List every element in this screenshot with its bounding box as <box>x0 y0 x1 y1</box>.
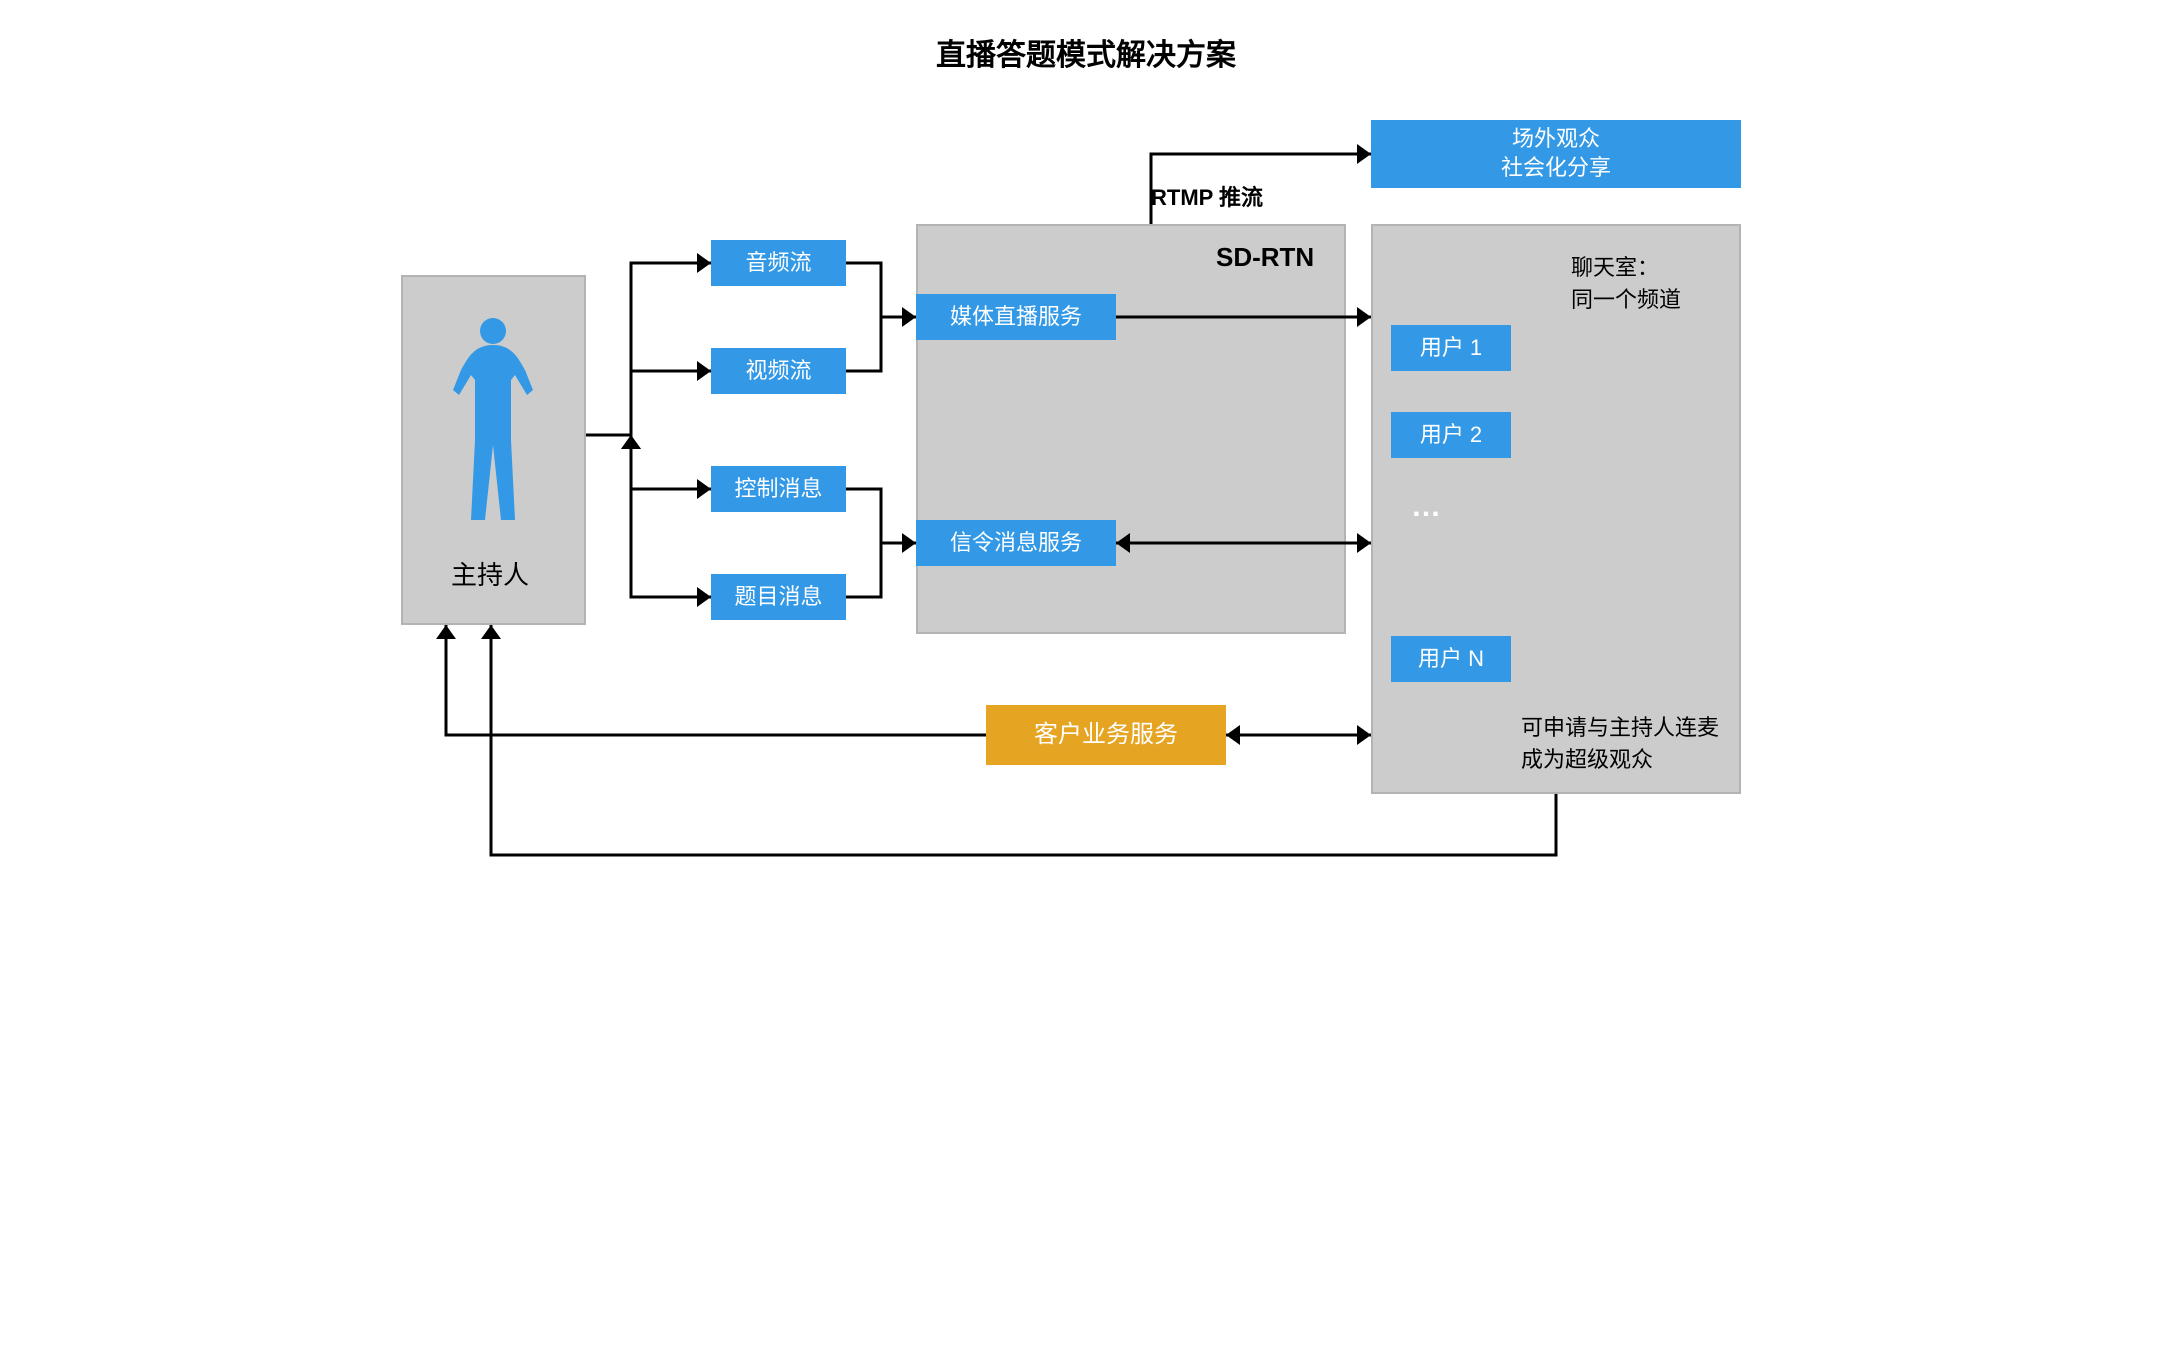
edge-host-to-control <box>631 435 711 489</box>
node-external: 场外观众 社会化分享 <box>1371 120 1741 188</box>
label-note: 可申请与主持人连麦 成为超级观众 <box>1521 710 1719 774</box>
label-sdrtn_title: SD-RTN <box>1216 242 1314 273</box>
label-chatroom_title: 聊天室： 同一个频道 <box>1571 250 1681 314</box>
node-usern: 用户 N <box>1391 636 1511 682</box>
node-user1: 用户 1 <box>1391 325 1511 371</box>
label-rtmp: RTMP 推流 <box>1151 180 1263 212</box>
node-user2: 用户 2 <box>1391 412 1511 458</box>
edge-host-to-video <box>631 371 711 435</box>
edge-cq-to-signal-c <box>846 489 881 543</box>
node-control: 控制消息 <box>711 466 846 512</box>
node-question: 题目消息 <box>711 574 846 620</box>
edge-biz-to-host <box>446 625 986 735</box>
edge-av-to-media-v <box>846 317 916 371</box>
diagram-title: 直播答题模式解决方案 <box>361 30 1811 74</box>
label-ellipsis: … <box>1411 490 1441 524</box>
node-biz: 客户业务服务 <box>986 705 1226 765</box>
edge-cq-to-signal-q <box>846 543 916 597</box>
panel-sdrtn <box>916 224 1346 634</box>
node-media: 媒体直播服务 <box>916 294 1116 340</box>
edge-av-to-media-a <box>846 263 881 317</box>
node-audio: 音频流 <box>711 240 846 286</box>
node-video: 视频流 <box>711 348 846 394</box>
node-signal: 信令消息服务 <box>916 520 1116 566</box>
edge-host-to-audio <box>631 263 711 435</box>
host-person-icon <box>453 315 533 525</box>
diagram-stage: 直播答题模式解决方案音频流视频流控制消息题目消息 媒体直播服务信令消息服务 场外观众… <box>361 0 1811 915</box>
label-host_caption: 主持人 <box>451 555 529 592</box>
edge-host-to-question <box>631 435 711 597</box>
